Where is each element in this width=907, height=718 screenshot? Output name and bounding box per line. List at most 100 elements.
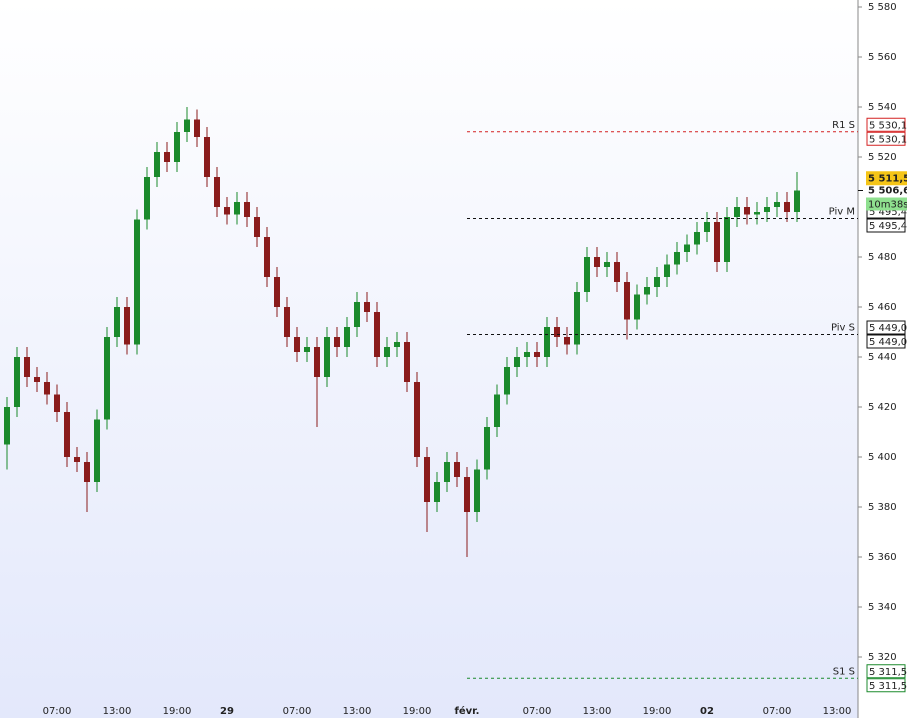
candle-body xyxy=(504,367,510,395)
candle-body xyxy=(24,357,30,377)
candle-body xyxy=(484,427,490,470)
candle-body xyxy=(654,277,660,287)
x-tick-label: 13:00 xyxy=(823,706,852,717)
pivot-label: 5 530,1 xyxy=(869,120,907,131)
candle-body xyxy=(74,457,80,462)
candle-body xyxy=(494,394,500,427)
pivot-box xyxy=(866,218,906,233)
candle-body xyxy=(724,217,730,262)
candle-body xyxy=(464,477,470,512)
plot-background xyxy=(0,0,858,718)
pivot-box xyxy=(866,117,906,132)
candle-body xyxy=(324,337,330,377)
candle-body xyxy=(474,469,480,512)
candle-body xyxy=(344,327,350,347)
pivot-box xyxy=(866,320,906,335)
pivot-label: 5 449,0 xyxy=(869,323,907,334)
candle-body xyxy=(124,307,130,345)
pivot-box xyxy=(866,131,906,146)
y-tick-label: 5 460 xyxy=(868,302,897,313)
candle-body xyxy=(194,119,200,137)
candle-body xyxy=(84,462,90,482)
candle-body xyxy=(284,307,290,337)
candle-body xyxy=(644,287,650,295)
candle-body xyxy=(204,137,210,177)
candle-body xyxy=(614,262,620,282)
candle-body xyxy=(444,462,450,482)
pivot-name: R1 S xyxy=(832,120,855,131)
x-tick-label: 19:00 xyxy=(643,706,672,717)
candle-body xyxy=(714,222,720,262)
candle-body xyxy=(64,412,70,457)
candle-body xyxy=(234,202,240,215)
candle-body xyxy=(174,132,180,162)
candle-body xyxy=(334,337,340,347)
timer-label: 10m38s xyxy=(868,200,907,211)
candle-body xyxy=(224,207,230,215)
candle-body xyxy=(434,482,440,502)
candle-body xyxy=(634,294,640,320)
candle-body xyxy=(254,217,260,237)
candle-body xyxy=(454,462,460,477)
candle-body xyxy=(144,177,150,220)
candle-body xyxy=(164,152,170,162)
candle-body xyxy=(384,347,390,357)
candle-body xyxy=(794,190,800,212)
pivot-box xyxy=(866,678,906,693)
y-tick-label: 5 580 xyxy=(868,2,897,13)
high-tag-label: 5 511,5 xyxy=(868,173,907,184)
candle-body xyxy=(14,357,20,407)
x-tick-label: 29 xyxy=(220,706,234,717)
candle-body xyxy=(44,382,50,395)
candle-body xyxy=(34,377,40,382)
candle-body xyxy=(734,207,740,217)
candle-body xyxy=(424,457,430,502)
x-tick-label: 13:00 xyxy=(103,706,132,717)
pivot-label: 5 495,4 xyxy=(869,221,907,232)
x-tick-label: 07:00 xyxy=(763,706,792,717)
y-tick-label: 5 520 xyxy=(868,152,897,163)
pivot-box xyxy=(866,334,906,349)
candle-body xyxy=(534,352,540,357)
x-tick-label: 19:00 xyxy=(163,706,192,717)
y-tick-label: 5 400 xyxy=(868,452,897,463)
candle-body xyxy=(754,212,760,215)
x-tick-label: 07:00 xyxy=(43,706,72,717)
candle-body xyxy=(784,202,790,212)
candle-body xyxy=(104,337,110,420)
candle-body xyxy=(354,302,360,327)
candle-body xyxy=(274,277,280,307)
y-tick-label: 5 360 xyxy=(868,552,897,563)
candle-body xyxy=(214,177,220,207)
candle-body xyxy=(514,357,520,367)
candle-body xyxy=(594,257,600,267)
candle-body xyxy=(524,352,530,357)
candle-body xyxy=(264,237,270,277)
y-tick-label: 5 380 xyxy=(868,502,897,513)
timer-box xyxy=(866,197,907,211)
pivot-name: Piv M xyxy=(829,207,855,218)
candle-body xyxy=(114,307,120,337)
candle-body xyxy=(4,407,10,445)
x-tick-label: févr. xyxy=(455,705,480,717)
pivot-label: 5 449,0 xyxy=(869,337,907,348)
y-tick-label: 5 540 xyxy=(868,102,897,113)
pivot-label: 5 530,1 xyxy=(869,134,907,145)
high-tag-box xyxy=(866,171,907,186)
candle-body xyxy=(54,394,60,412)
candle-body xyxy=(554,327,560,337)
candle-body xyxy=(294,337,300,352)
pivot-label: 5 311,5 xyxy=(869,667,907,678)
y-tick-label: 5 420 xyxy=(868,402,897,413)
candle-body xyxy=(744,207,750,215)
pivot-label: 5 311,5 xyxy=(869,681,907,692)
candle-body xyxy=(574,292,580,345)
pivot-box xyxy=(866,664,906,679)
candle-body xyxy=(704,222,710,232)
y-tick-label: 5 480 xyxy=(868,252,897,263)
candle-body xyxy=(404,342,410,382)
y-tick-label: 5 440 xyxy=(868,352,897,363)
candle-body xyxy=(774,202,780,207)
candle-body xyxy=(184,119,190,132)
